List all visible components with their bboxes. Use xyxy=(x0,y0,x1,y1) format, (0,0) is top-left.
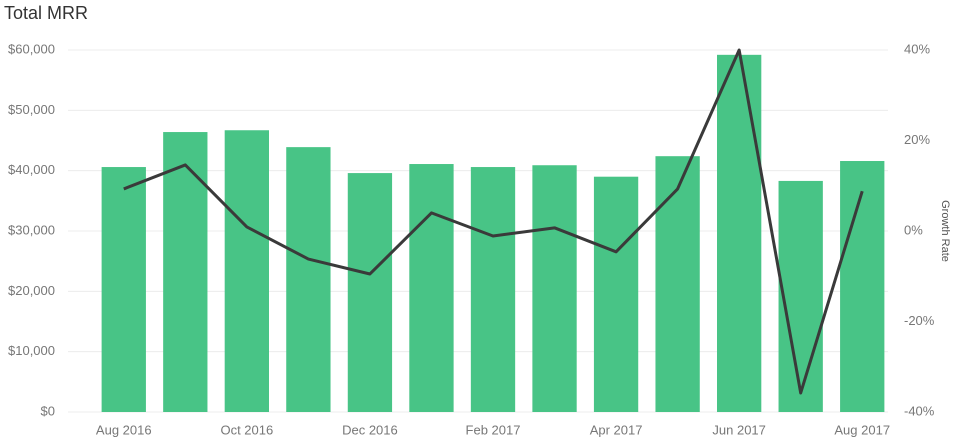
y-tick-label: $60,000 xyxy=(8,41,55,56)
bar xyxy=(409,164,454,412)
bar xyxy=(224,130,269,412)
y-tick-label: $30,000 xyxy=(8,222,55,237)
y2-tick-label: 0% xyxy=(904,222,923,237)
bar xyxy=(470,167,516,412)
bar xyxy=(163,132,208,412)
growth-line xyxy=(123,48,864,395)
x-tick-label: Apr 2017 xyxy=(590,422,643,437)
y2-axis-label: Growth Rate xyxy=(939,200,951,262)
bar xyxy=(778,180,823,412)
chart-title: Total MRR xyxy=(4,3,88,23)
bar xyxy=(101,167,146,412)
y2-tick-label: -40% xyxy=(904,403,935,418)
y-tick-label: $40,000 xyxy=(8,162,55,177)
y2-tick-label: 20% xyxy=(904,132,930,147)
bar xyxy=(593,176,639,412)
bar xyxy=(655,156,700,412)
x-tick-label: Jun 2017 xyxy=(712,422,766,437)
y-tick-label: $0 xyxy=(41,403,55,418)
x-tick-label: Aug 2016 xyxy=(96,422,152,437)
bar xyxy=(717,54,762,413)
y-tick-label: $10,000 xyxy=(8,343,55,358)
y-tick-label: $20,000 xyxy=(8,283,55,298)
x-tick-label: Oct 2016 xyxy=(220,422,273,437)
bar xyxy=(286,147,331,413)
x-tick-label: Dec 2016 xyxy=(342,422,398,437)
y2-tick-label: -20% xyxy=(904,313,935,328)
x-tick-label: Feb 2017 xyxy=(466,422,521,437)
bar xyxy=(532,165,577,412)
y2-tick-label: 40% xyxy=(904,41,930,56)
x-tick-label: Aug 2017 xyxy=(834,422,890,437)
bar xyxy=(840,161,885,412)
bar xyxy=(347,173,393,412)
y-tick-label: $50,000 xyxy=(8,102,55,117)
